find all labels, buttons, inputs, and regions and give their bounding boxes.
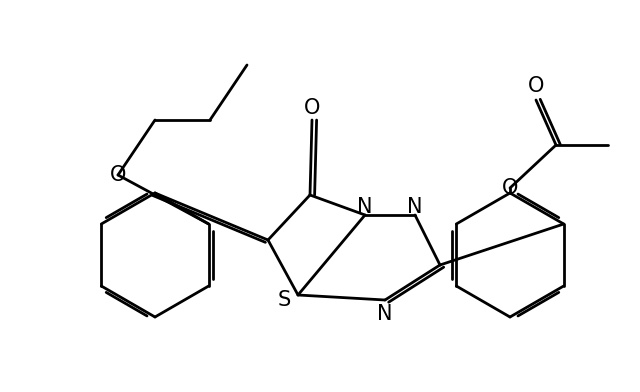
Text: O: O [110,165,126,185]
Text: O: O [304,98,320,118]
Text: O: O [502,178,518,198]
Text: O: O [528,76,544,96]
Text: N: N [377,304,393,324]
Text: N: N [407,197,423,217]
Text: S: S [277,290,291,310]
Text: N: N [357,197,372,217]
